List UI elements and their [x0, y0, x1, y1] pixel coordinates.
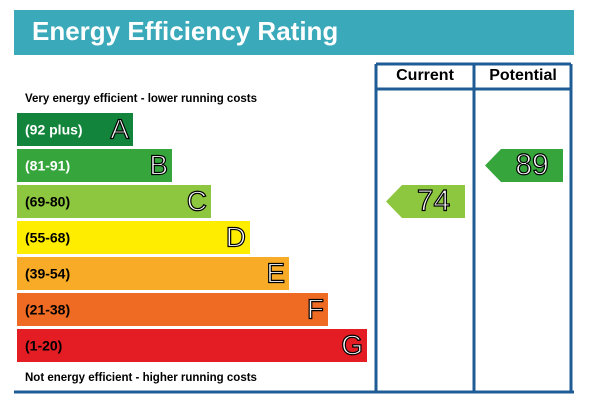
title-bar [14, 10, 574, 55]
band [17, 185, 211, 218]
band-letter: D [226, 221, 246, 252]
bottom-label: Not energy efficient - higher running co… [25, 372, 257, 384]
band-letter: C [187, 185, 207, 216]
band-range: (55-68) [25, 230, 70, 246]
band [17, 113, 133, 146]
band-range: (1-20) [25, 338, 62, 354]
rating-arrow [386, 185, 465, 218]
column-header: Current [396, 67, 454, 84]
band-letter: G [341, 329, 363, 360]
band-range: (21-38) [25, 302, 70, 318]
band-letter: B [149, 149, 168, 180]
band-letter: F [307, 293, 324, 324]
top-label: Very energy efficient - lower running co… [25, 93, 257, 105]
band-range: (92 plus) [25, 122, 83, 138]
band-range: (81-91) [25, 158, 70, 174]
band-range: (39-54) [25, 266, 70, 282]
band [17, 329, 367, 362]
band-range: (69-80) [25, 194, 70, 210]
rating-value: 74 [417, 184, 450, 217]
chart-title: Energy Efficiency Rating [32, 16, 338, 46]
rating-arrow [485, 149, 563, 182]
band [17, 257, 289, 290]
rating-value: 89 [515, 148, 548, 181]
band [17, 293, 328, 326]
band [17, 221, 250, 254]
band-letter: A [110, 113, 129, 144]
band-letter: E [266, 257, 285, 288]
band [17, 149, 172, 182]
column-header: Potential [489, 67, 557, 84]
